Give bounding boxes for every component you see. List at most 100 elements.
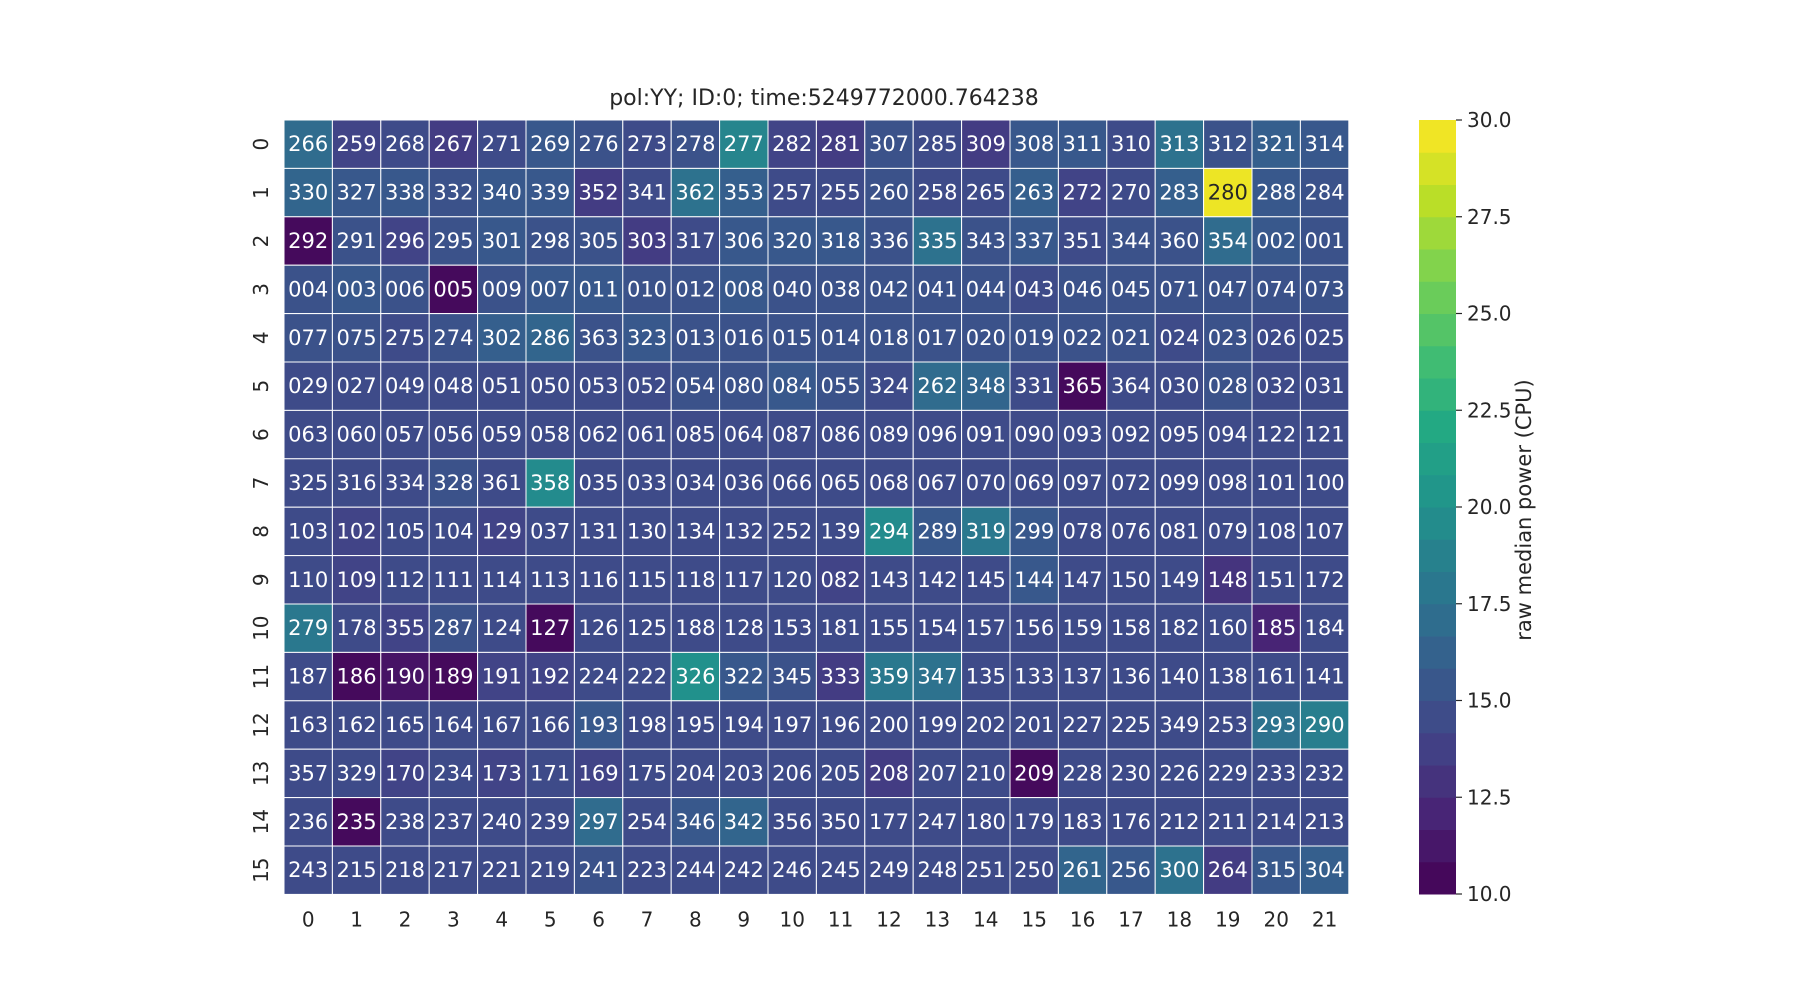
heatmap-cell — [1154, 651, 1205, 702]
heatmap-cell — [1299, 119, 1350, 169]
heatmap-cell — [815, 313, 866, 363]
cell-annotation: 225 — [1111, 713, 1151, 737]
cell-annotation: 210 — [966, 761, 1006, 785]
cell-annotation: 302 — [482, 326, 522, 350]
cell-annotation: 001 — [1305, 229, 1345, 253]
heatmap-cell — [573, 216, 624, 266]
cell-annotation: 085 — [675, 423, 715, 447]
heatmap-cell — [525, 506, 575, 557]
cell-annotation: 363 — [579, 326, 619, 350]
cell-annotation: 269 — [530, 132, 570, 156]
heatmap-cell — [622, 119, 672, 169]
heatmap-cell — [767, 409, 817, 460]
colorbar-tick-label: 25.0 — [1467, 302, 1512, 326]
cell-annotation: 050 — [530, 374, 570, 398]
cell-annotation: 286 — [530, 326, 570, 350]
heatmap-cell — [1299, 700, 1350, 750]
x-tick-label: 1 — [350, 907, 363, 931]
cell-annotation: 005 — [433, 277, 473, 301]
heatmap-cell — [1154, 797, 1205, 847]
cell-annotation: 020 — [966, 326, 1006, 350]
heatmap-cell — [961, 506, 1011, 557]
heatmap-cell — [380, 409, 430, 460]
cell-annotation: 178 — [337, 616, 377, 640]
heatmap-cell — [380, 458, 430, 508]
cell-annotation: 243 — [288, 858, 328, 882]
cell-annotation: 060 — [337, 423, 377, 447]
heatmap-cell — [1251, 651, 1301, 702]
cell-annotation: 291 — [337, 229, 377, 253]
cell-annotation: 164 — [433, 713, 473, 737]
cell-annotation: 104 — [433, 519, 473, 543]
cell-annotation: 144 — [1014, 568, 1054, 592]
cell-annotation: 276 — [579, 132, 619, 156]
x-axis-ticks: 0 1 2 3 4 5 6 7 8 9 10 11 12 13 14 15 16 17 18 19 20 21 — [302, 907, 1337, 931]
heatmap-cell — [912, 119, 963, 169]
colorbar-segment — [1419, 603, 1456, 637]
x-tick-label: 0 — [302, 907, 315, 931]
heatmap-cell — [428, 216, 479, 266]
heatmap-cell — [622, 555, 672, 605]
heatmap-cell — [864, 409, 914, 460]
cell-annotation: 037 — [530, 519, 570, 543]
cell-annotation: 234 — [433, 761, 473, 785]
cell-annotation: 292 — [288, 229, 328, 253]
cell-annotation: 259 — [337, 132, 377, 156]
heatmap-cell — [670, 216, 721, 266]
cell-annotation: 054 — [675, 374, 715, 398]
heatmap-cell — [331, 264, 382, 315]
heatmap-cell — [525, 845, 575, 895]
cell-annotation: 253 — [1208, 713, 1248, 737]
cell-annotation: 207 — [917, 761, 957, 785]
cell-annotation: 023 — [1208, 326, 1248, 350]
cell-annotation: 324 — [869, 374, 909, 398]
cell-annotation: 358 — [530, 471, 570, 495]
cell-annotation: 258 — [917, 181, 957, 205]
cell-annotation: 274 — [433, 326, 473, 350]
colorbar-label: raw median power (CPU) — [1512, 379, 1536, 640]
cell-annotation: 365 — [1063, 374, 1103, 398]
heatmap-cell — [1299, 313, 1350, 363]
x-tick-label: 17 — [1118, 907, 1143, 931]
cell-annotation: 058 — [530, 423, 570, 447]
cell-annotation: 224 — [579, 665, 619, 689]
y-tick-label: 14 — [249, 809, 273, 834]
cell-annotation: 143 — [869, 568, 909, 592]
heatmap-cell — [380, 506, 430, 557]
cell-annotation: 064 — [724, 423, 764, 447]
heatmap-cell — [477, 651, 527, 702]
heatmap-cell — [815, 506, 866, 557]
cell-annotation: 136 — [1111, 665, 1151, 689]
heatmap-cell — [331, 409, 382, 460]
cell-annotation: 045 — [1111, 277, 1151, 301]
cell-annotation: 115 — [627, 568, 667, 592]
cell-annotation: 017 — [917, 326, 957, 350]
cell-annotation: 126 — [579, 616, 619, 640]
cell-annotation: 208 — [869, 761, 909, 785]
heatmap-cell — [1009, 651, 1059, 702]
heatmap-cell — [767, 748, 817, 799]
cell-annotation: 121 — [1305, 423, 1345, 447]
cell-annotation: 118 — [675, 568, 715, 592]
cell-annotation: 314 — [1305, 132, 1345, 156]
heatmap-cell — [477, 748, 527, 799]
heatmap-cell — [767, 313, 817, 363]
heatmap-cell — [670, 361, 721, 411]
cell-annotation: 201 — [1014, 713, 1054, 737]
heatmap-cell — [1057, 700, 1108, 750]
cell-annotation: 333 — [821, 665, 861, 689]
heatmap-cell — [1299, 651, 1350, 702]
cell-annotation: 010 — [627, 277, 667, 301]
cell-annotation: 275 — [385, 326, 425, 350]
cell-annotation: 141 — [1305, 665, 1345, 689]
cell-annotation: 196 — [821, 713, 861, 737]
cell-annotation: 187 — [288, 665, 328, 689]
heatmap-cell — [525, 264, 575, 315]
heatmap-cell — [719, 313, 769, 363]
heatmap-cell — [864, 264, 914, 315]
heatmap-cell — [1009, 313, 1059, 363]
cell-annotation: 113 — [530, 568, 570, 592]
cell-annotation: 205 — [821, 761, 861, 785]
cell-annotation: 303 — [627, 229, 667, 253]
cell-annotation: 111 — [433, 568, 473, 592]
